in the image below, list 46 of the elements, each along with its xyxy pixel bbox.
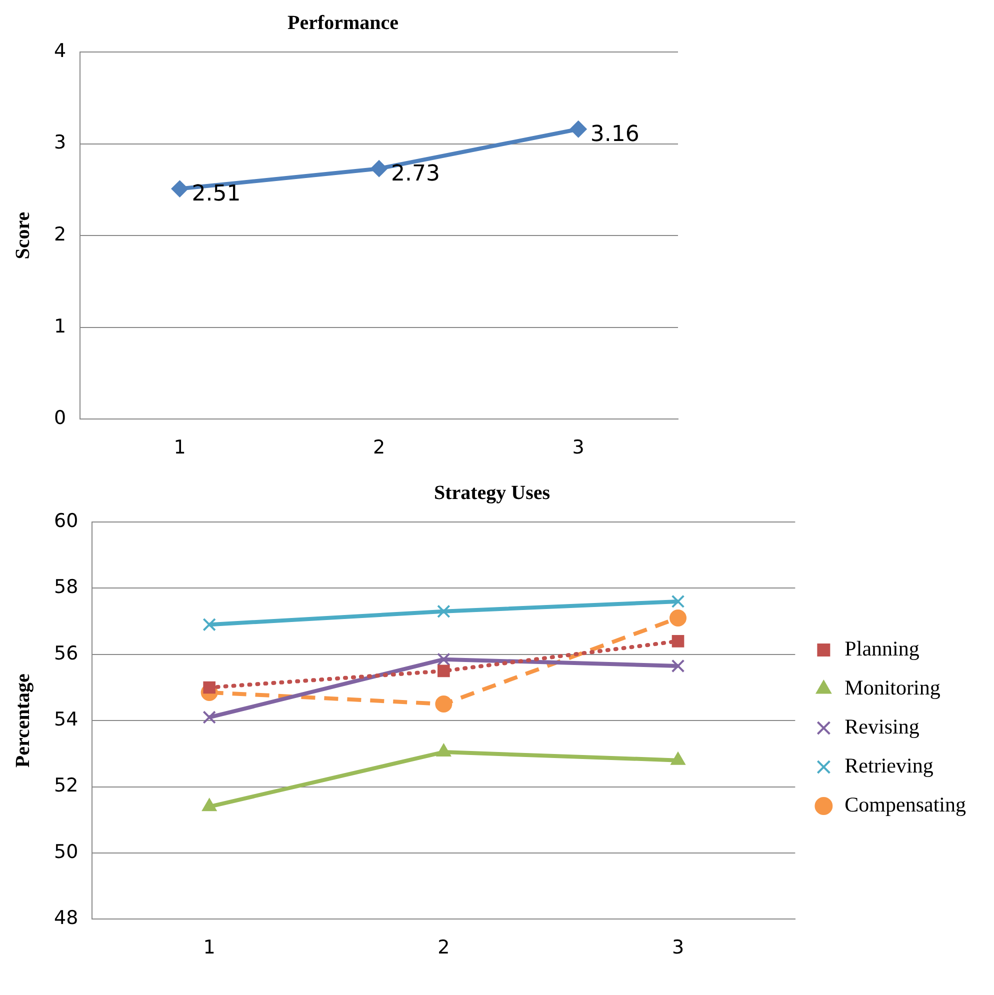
point (570, 120, 587, 138)
y-tick-label: 3 (54, 132, 66, 154)
point (202, 710, 216, 724)
y-tick-label: 1 (54, 315, 66, 338)
legend-label: Compensating (844, 792, 966, 817)
legend-label: Revising (844, 714, 920, 739)
point (672, 635, 684, 648)
data-label: 3.16 (590, 122, 640, 147)
x-tick-label: 1 (203, 936, 216, 959)
point (437, 604, 450, 618)
y-tick-label: 0 (54, 407, 66, 430)
y-tick-label: 60 (54, 510, 78, 532)
x-tick-label: 3 (572, 436, 584, 459)
point (171, 180, 188, 198)
y-axis-title: Percentage (12, 673, 34, 768)
y-tick-label: 2 (54, 224, 66, 246)
point (437, 652, 450, 666)
legend-label: Monitoring (844, 676, 941, 700)
point (202, 618, 216, 632)
legend-label: Planning (844, 636, 920, 661)
point (370, 160, 388, 178)
y-tick-label: 54 (54, 708, 78, 731)
y-tick-label: 58 (54, 576, 78, 598)
y-tick-label: 52 (54, 774, 78, 797)
y-axis-title: Score (12, 212, 34, 260)
x-tick-label: 2 (438, 936, 450, 959)
y-tick-label: 48 (54, 907, 78, 930)
data-label: 2.73 (391, 161, 440, 186)
point (671, 659, 685, 673)
point (202, 798, 217, 812)
y-tick-label: 56 (54, 642, 78, 664)
x-tick-label: 2 (372, 436, 386, 459)
point (670, 609, 687, 626)
x-tick-label: 3 (672, 936, 684, 959)
point (670, 752, 686, 765)
chart-title: Strategy Uses (434, 482, 550, 504)
y-tick-label: 4 (54, 40, 66, 62)
point (436, 744, 452, 757)
legend-label: Retrieving (844, 754, 934, 778)
y-tick-label: 50 (54, 840, 78, 863)
point (438, 664, 450, 678)
point (435, 696, 452, 713)
x-tick-label: 1 (174, 436, 186, 459)
point (671, 594, 685, 608)
data-label: 2.51 (192, 182, 241, 206)
chart-title: Performance (287, 12, 399, 34)
